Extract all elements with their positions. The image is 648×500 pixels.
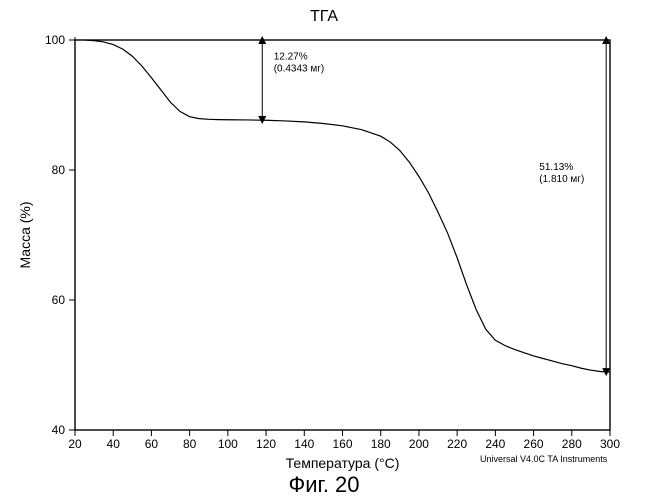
annotation-pct-step2: 51.13% xyxy=(539,162,573,173)
annotation-pct-step1: 12.27% xyxy=(274,52,308,63)
x-tick-label: 140 xyxy=(294,437,314,451)
plot-border xyxy=(75,40,610,430)
y-tick-label: 100 xyxy=(45,33,65,47)
annotation-mg-step1: (0.4343 мг) xyxy=(274,64,325,75)
x-tick-label: 180 xyxy=(371,437,391,451)
x-tick-label: 160 xyxy=(332,437,352,451)
chart-container: ТГА 204060801001201401601802002202402602… xyxy=(0,0,648,500)
x-tick-label: 80 xyxy=(183,437,197,451)
tga-curve xyxy=(85,40,610,372)
y-tick-label: 40 xyxy=(52,423,66,437)
y-tick-label: 60 xyxy=(52,293,66,307)
x-tick-label: 240 xyxy=(485,437,505,451)
x-tick-label: 20 xyxy=(68,437,82,451)
annotation-mg-step2: (1.810 мг) xyxy=(539,174,584,185)
x-tick-label: 280 xyxy=(562,437,582,451)
x-tick-label: 120 xyxy=(256,437,276,451)
x-tick-label: 300 xyxy=(600,437,620,451)
x-tick-label: 100 xyxy=(218,437,238,451)
figure-caption: Фиг. 20 xyxy=(0,472,648,498)
tga-chart: 2040608010012014016018020022024026028030… xyxy=(0,0,648,500)
x-tick-label: 200 xyxy=(409,437,429,451)
software-credit: Universal V4.0C TA Instruments xyxy=(480,454,607,464)
y-axis-label: Масса (%) xyxy=(17,201,33,268)
x-tick-label: 220 xyxy=(447,437,467,451)
y-tick-label: 80 xyxy=(52,163,66,177)
x-tick-label: 40 xyxy=(107,437,121,451)
x-tick-label: 260 xyxy=(524,437,544,451)
x-tick-label: 60 xyxy=(145,437,159,451)
x-axis-label: Температура (°C) xyxy=(286,455,400,471)
